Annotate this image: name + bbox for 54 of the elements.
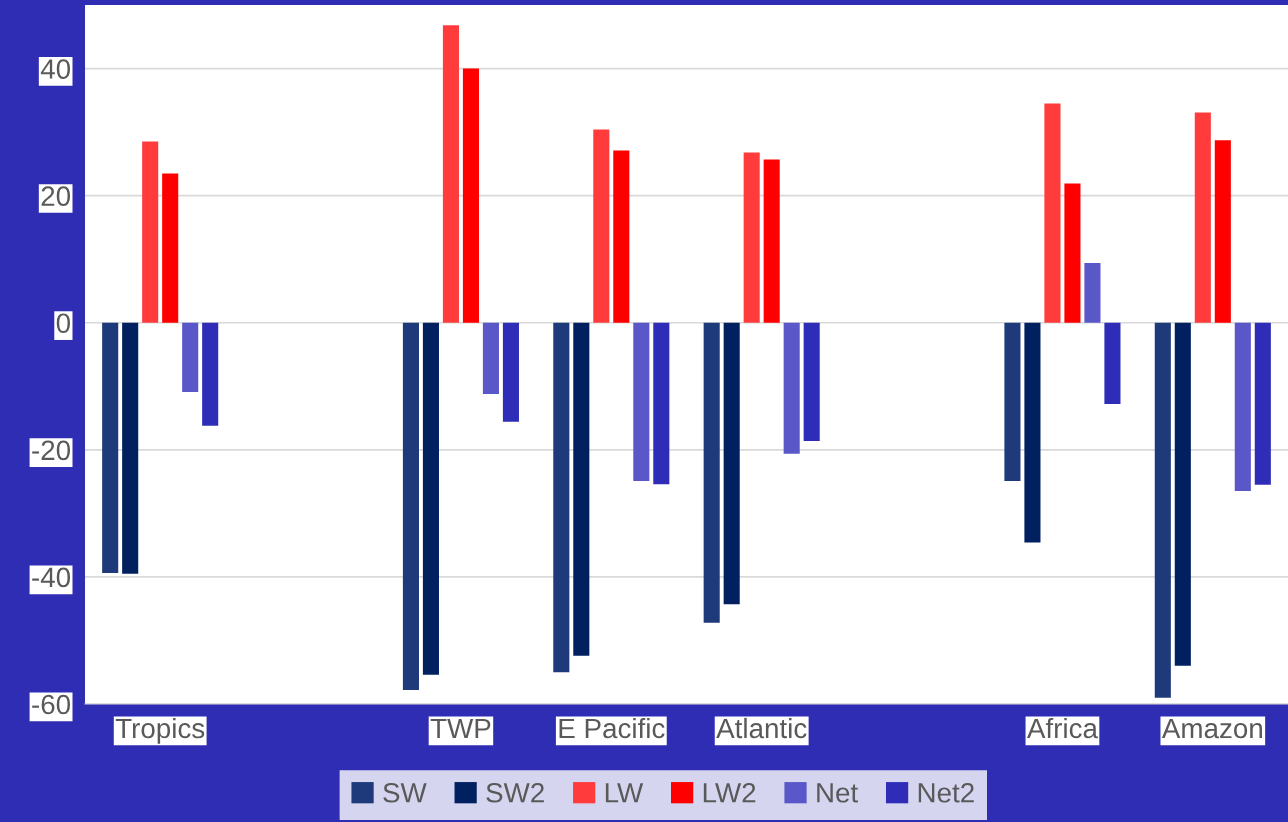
bar: [1234, 322, 1251, 492]
bar: [703, 322, 720, 623]
x-tick-label: Tropics: [115, 717, 205, 744]
bar: [402, 322, 419, 691]
bar: [1024, 322, 1041, 543]
bar: [613, 150, 630, 323]
legend-label: SW2: [486, 782, 544, 803]
bar: [182, 322, 199, 392]
x-tick-label: Atlantic: [716, 717, 807, 739]
bar: [1174, 322, 1191, 666]
bar: [573, 322, 590, 656]
bar: [743, 152, 760, 323]
bar: [723, 322, 740, 605]
bar: [462, 68, 479, 323]
legend-label: Net2: [918, 782, 974, 803]
x-tick-label: Amazon: [1161, 718, 1262, 739]
bar: [202, 322, 219, 426]
bar: [102, 322, 119, 574]
y-tick-label: -60: [32, 694, 71, 715]
legend-label: SW: [383, 782, 427, 803]
bar: [1154, 322, 1171, 698]
y-tick-label: 40: [40, 59, 71, 79]
legend-label: Net: [817, 783, 858, 803]
bar: [1004, 322, 1021, 481]
bar: [162, 173, 179, 323]
bar: [482, 322, 499, 394]
y-tick-label: 0: [56, 313, 71, 334]
x-tick-label: Africa: [1026, 717, 1098, 739]
bar: [1194, 112, 1211, 323]
bar: [502, 322, 519, 422]
bar: [1214, 140, 1231, 323]
bar: [593, 129, 610, 323]
bar: [763, 159, 780, 323]
bar: [653, 322, 670, 485]
bar: [1084, 262, 1101, 323]
x-tick-label: E Pacific: [559, 717, 665, 739]
bar: [633, 322, 650, 481]
bar: [553, 322, 570, 673]
y-tick-label: -20: [32, 440, 71, 461]
legend-label: LW2: [703, 782, 756, 803]
y-tick-label: -40: [32, 567, 71, 588]
y-tick-label: 20: [41, 186, 71, 206]
bar: [142, 141, 159, 323]
bar: [803, 322, 820, 441]
bar: [783, 322, 800, 454]
legend-label: LW: [605, 783, 644, 803]
bar: [122, 322, 139, 574]
bar: [1064, 183, 1081, 323]
bar: [1254, 322, 1271, 485]
bar: [442, 25, 459, 323]
x-tick-label: TWP: [430, 718, 491, 739]
bar: [1044, 103, 1061, 323]
bar: [1104, 322, 1121, 405]
bar: [422, 322, 439, 675]
